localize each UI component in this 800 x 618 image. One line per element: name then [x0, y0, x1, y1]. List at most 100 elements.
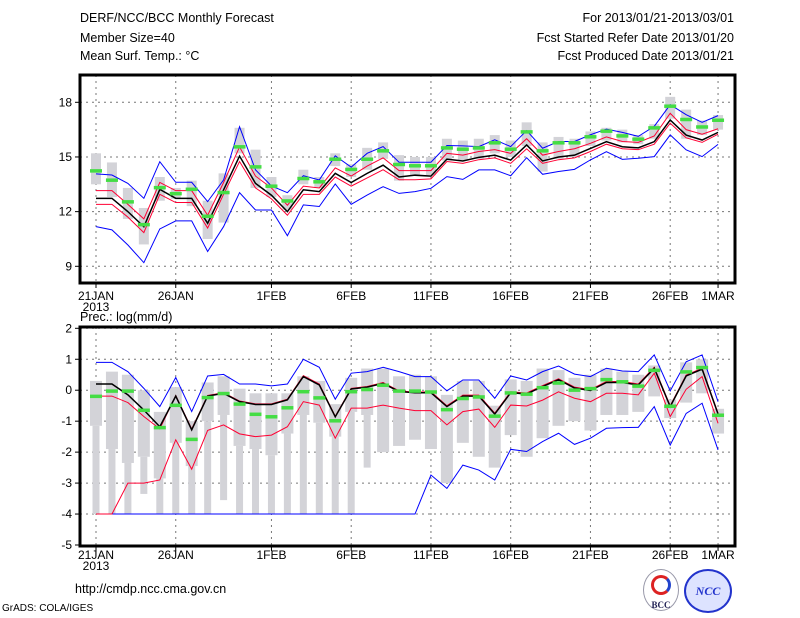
panel-precipitation: -5 -4 -3 -2 -1 0 1 2 21JAN 26JAN 1FEB 6FEB 11FEB 16FE…	[61, 321, 737, 573]
spread-box	[648, 365, 661, 397]
observation-marker	[297, 176, 310, 181]
observation-marker	[185, 437, 198, 442]
series-line-upper	[96, 112, 719, 220]
observation-marker	[313, 180, 326, 184]
spread-box	[394, 155, 405, 181]
y-tick-label: 2	[65, 321, 72, 335]
observation-marker	[648, 126, 661, 130]
y-tick-label: 12	[59, 205, 73, 219]
whisker-bar	[124, 462, 132, 515]
observation-marker	[409, 164, 421, 168]
whisker-bar	[204, 421, 212, 515]
spread-box	[536, 368, 549, 439]
spread-box	[137, 390, 150, 457]
whisker-bar	[363, 414, 371, 468]
observation-marker	[520, 130, 533, 134]
observation-marker	[664, 104, 677, 108]
figure-title: DERF/NCC/BCC Monthly Forecast	[80, 11, 274, 25]
produced-date: Fcst Produced Date 2013/01/21	[557, 49, 734, 63]
observation-marker	[409, 389, 421, 393]
spread-box	[201, 382, 214, 422]
observation-marker	[297, 389, 310, 394]
y-tick-label: -4	[61, 507, 72, 521]
series-line-max	[96, 354, 719, 413]
observation-marker	[345, 167, 358, 172]
x-tick-label: 11FEB	[413, 289, 449, 303]
x-tick-label: 1FEB	[256, 548, 286, 562]
observation-marker	[504, 147, 517, 151]
spread-box	[361, 368, 374, 415]
spread-box	[440, 394, 453, 484]
spread-box	[234, 127, 245, 154]
y-tick-label: 0	[65, 383, 72, 397]
spread-box	[601, 127, 612, 141]
observation-marker	[137, 222, 150, 227]
observation-marker	[488, 141, 501, 145]
whisker-bar	[267, 455, 275, 515]
observation-marker	[552, 141, 565, 145]
whisker-bar	[108, 449, 116, 515]
grads-credit: GrADS: COLA/IGES	[2, 603, 94, 614]
x-tick-label: 11FEB	[413, 548, 449, 562]
observation-marker	[329, 419, 342, 423]
observation-marker	[648, 368, 661, 373]
series-line-mean	[96, 118, 719, 229]
series-line-min	[96, 402, 719, 515]
series-line-lower	[96, 122, 719, 234]
observation-marker	[90, 394, 102, 399]
observation-marker	[153, 185, 166, 190]
observation-marker	[313, 396, 326, 400]
spread-box	[521, 122, 532, 147]
observation-marker	[680, 117, 693, 122]
y-tick-label: -1	[61, 414, 72, 428]
spread-box	[424, 376, 437, 450]
observation-marker	[536, 149, 549, 153]
observation-marker	[169, 403, 182, 408]
observation-marker	[137, 408, 150, 413]
observation-marker	[265, 415, 278, 419]
observation-marker	[568, 141, 581, 145]
spread-box	[218, 173, 229, 223]
x-tick-label: 16FEB	[492, 548, 529, 562]
start-date: Fcst Started Refer Date 2013/01/20	[536, 31, 734, 45]
observation-marker	[696, 365, 709, 370]
observation-marker	[393, 389, 406, 393]
series-line-min	[95, 134, 719, 264]
x-year-label: 2013	[83, 300, 110, 314]
ncc-logo: NCC	[684, 569, 732, 613]
y-tick-label: 9	[65, 259, 72, 273]
whisker-bar	[331, 436, 339, 515]
observation-marker	[472, 146, 485, 150]
observation-marker	[345, 389, 358, 394]
spread-box	[377, 368, 390, 453]
observation-marker	[664, 404, 677, 409]
observation-marker	[361, 157, 374, 161]
spread-box	[585, 131, 596, 147]
variable-label: Mean Surf. Temp.: °C	[80, 49, 200, 63]
spread-box	[185, 421, 198, 467]
observation-marker	[217, 190, 230, 195]
plot-frame	[78, 325, 737, 548]
observation-marker	[265, 184, 278, 188]
spread-box	[90, 380, 102, 426]
forecast-period: For 2013/01/21-2013/03/01	[582, 11, 734, 25]
x-tick-label: 26JAN	[158, 289, 194, 303]
observation-marker	[233, 145, 246, 149]
observation-marker	[169, 191, 182, 196]
spread-box	[217, 376, 230, 415]
y-tick-label: 1	[65, 352, 72, 366]
observation-marker	[377, 383, 390, 387]
whisker-bar	[156, 478, 164, 515]
x-tick-label: 21JAN	[78, 289, 114, 303]
observation-marker	[504, 391, 517, 395]
y-tick-label: 15	[59, 150, 73, 164]
observation-marker	[105, 178, 118, 182]
spread-box	[249, 393, 262, 450]
spread-box	[504, 379, 517, 436]
observation-marker	[329, 157, 342, 161]
x-tick-label: 1MAR	[701, 289, 735, 303]
spread-box	[569, 138, 580, 157]
whisker-bar	[140, 456, 148, 494]
